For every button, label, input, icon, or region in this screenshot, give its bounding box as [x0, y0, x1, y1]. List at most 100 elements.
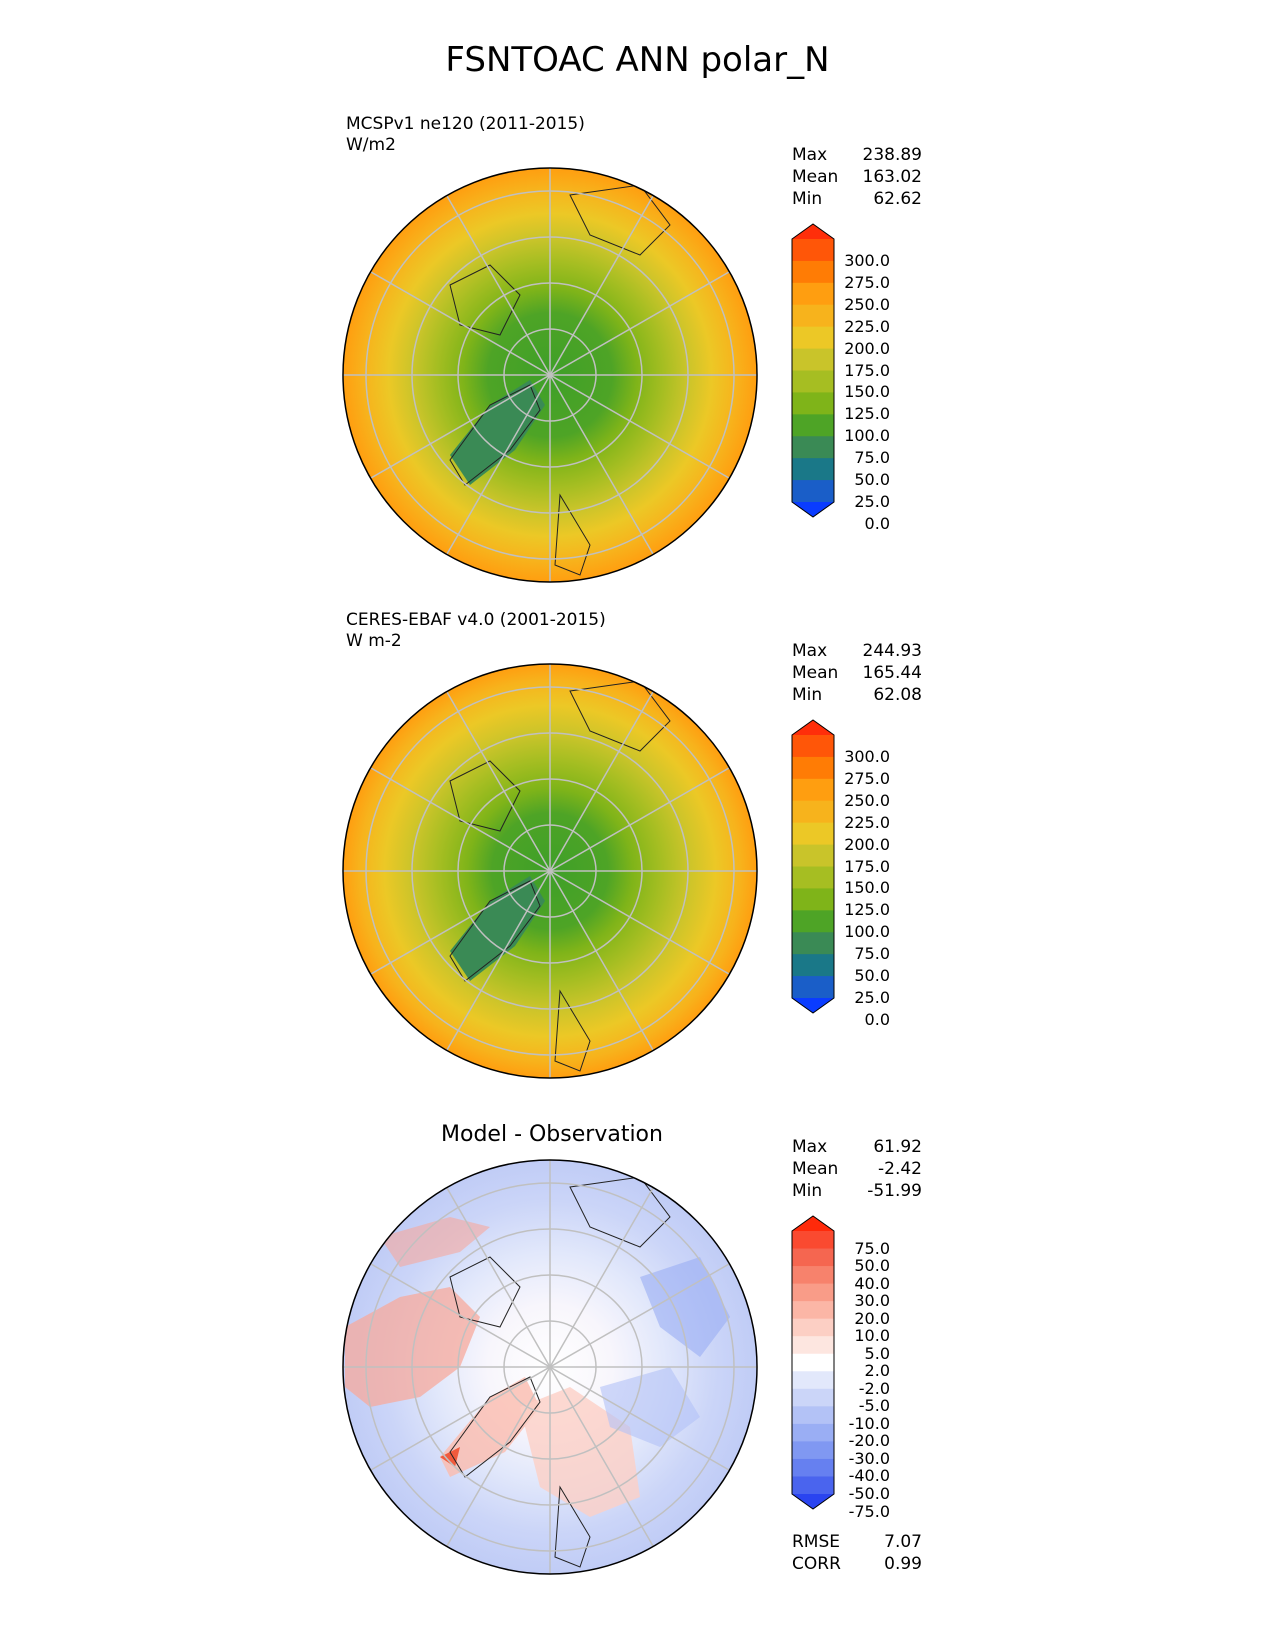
panel2-coastline	[554, 989, 591, 1072]
panel3-positive-anomaly	[380, 1217, 490, 1267]
colorbar-tick-label: 275.0	[844, 768, 890, 788]
colorbar-segment	[792, 304, 834, 328]
panel3-title: Model - Observation	[441, 1122, 663, 1147]
colorbar-segment	[792, 436, 834, 459]
panel1-colorbar	[791, 223, 835, 518]
panel3-coastline	[449, 1256, 521, 1328]
panel2-map-boundary	[342, 663, 758, 1079]
colorbar-segment	[792, 224, 834, 239]
colorbar-tick-label: 20.0	[854, 1308, 890, 1328]
colorbar-tick-label: -10.0	[848, 1413, 890, 1433]
panel1-coastline	[449, 384, 541, 486]
panel1-colorbar-outline	[791, 223, 835, 518]
panel2-greenland-anomaly	[450, 876, 545, 981]
panel1-coastline	[449, 264, 521, 336]
colorbar-tick-label: -50.0	[848, 1484, 890, 1503]
colorbar-tick-label: 50.0	[854, 1256, 890, 1276]
colorbar-tick-label: -5.0	[858, 1396, 890, 1416]
colorbar-tick-label: 30.0	[854, 1291, 890, 1311]
panel3-stat-min: Min -51.99	[792, 1181, 922, 1201]
colorbar-tick-label: -2.0	[858, 1378, 890, 1398]
colorbar-tick-label: 0.0	[864, 513, 890, 533]
colorbar-tick-label: 175.0	[844, 360, 890, 380]
panel3-colorbar	[791, 1215, 835, 1510]
panel1-coastline	[569, 184, 671, 256]
panel3-positive-anomaly	[345, 1287, 480, 1407]
colorbar-tick-label: -40.0	[848, 1466, 890, 1486]
colorbar-tick-label: 250.0	[844, 790, 890, 810]
colorbar-tick-label: 40.0	[854, 1273, 890, 1293]
panel3-graticule	[343, 1160, 757, 1574]
colorbar-segment	[792, 392, 834, 415]
panel3-coastline	[554, 1485, 591, 1568]
panel3-metric-rmse: RMSE 7.07	[792, 1532, 922, 1552]
colorbar-segment	[792, 1318, 834, 1337]
panel1-stats: Max 238.89 Mean 163.02 Min 62.62	[792, 144, 922, 210]
colorbar-segment	[792, 1494, 834, 1509]
panel2-stat-min: Min 62.08	[792, 685, 922, 705]
colorbar-tick-label: 225.0	[844, 812, 890, 832]
colorbar-segment	[792, 1406, 834, 1425]
colorbar-tick-label: 50.0	[854, 966, 890, 986]
panel2-stat-mean: Mean 165.44	[792, 663, 922, 683]
panel1-greenland-anomaly	[450, 380, 545, 485]
panel2-colorbar	[791, 719, 835, 1014]
colorbar-segment	[792, 888, 834, 911]
colorbar-tick-label: 25.0	[854, 988, 890, 1007]
colorbar-tick-label: 300.0	[844, 250, 890, 270]
panel2-run-label: CERES-EBAF v4.0 (2001-2015)	[346, 610, 606, 630]
colorbar-segment	[792, 1336, 834, 1355]
colorbar-tick-label: 200.0	[844, 338, 890, 358]
panel3-stat-mean: Mean -2.42	[792, 1159, 922, 1179]
panel1-stat-max: Max 238.89	[792, 145, 922, 165]
colorbar-segment	[792, 800, 834, 824]
panel2-stats: Max 244.93 Mean 165.44 Min 62.08	[792, 640, 922, 706]
colorbar-segment	[792, 866, 834, 889]
panel3-coastline	[449, 1376, 541, 1478]
colorbar-segment	[792, 1266, 834, 1285]
colorbar-tick-label: 250.0	[844, 294, 890, 314]
colorbar-tick-label: 100.0	[844, 922, 890, 942]
colorbar-tick-label: 125.0	[844, 900, 890, 920]
colorbar-segment	[792, 735, 834, 758]
colorbar-tick-label: -75.0	[848, 1501, 890, 1521]
colorbar-tick-label: 75.0	[854, 448, 890, 468]
colorbar-tick-label: 75.0	[854, 1238, 890, 1258]
panel1-stat-min: Min 62.62	[792, 189, 922, 209]
panel1-title: MCSPv1 ne120 (2011-2015) W/m2	[346, 114, 585, 156]
colorbar-segment	[792, 326, 834, 350]
panel3-colorbar-outline	[791, 1215, 835, 1510]
panel1-graticule	[343, 168, 757, 582]
panel1-units-label: W/m2	[346, 135, 396, 155]
colorbar-tick-label: 275.0	[844, 272, 890, 292]
colorbar-tick-label: 225.0	[844, 316, 890, 336]
panel2-coastline	[569, 680, 671, 752]
colorbar-tick-label: 300.0	[844, 746, 890, 766]
colorbar-tick-label: 150.0	[844, 382, 890, 402]
panel3-stats: Max 61.92 Mean -2.42 Min -51.99	[792, 1136, 922, 1202]
colorbar-segment	[792, 910, 834, 933]
colorbar-tick-label: 25.0	[854, 492, 890, 511]
panel3-negative-anomaly	[640, 1257, 730, 1357]
colorbar-segment	[792, 239, 834, 262]
panel3-polar-map	[342, 1159, 758, 1575]
panel2-coastline	[449, 760, 521, 832]
colorbar-segment	[792, 844, 834, 867]
colorbar-segment	[792, 720, 834, 735]
panel2-colorbar-outline	[791, 719, 835, 1014]
colorbar-segment	[792, 502, 834, 517]
panel3-metric-corr: CORR 0.99	[792, 1554, 922, 1574]
colorbar-tick-label: 200.0	[844, 834, 890, 854]
colorbar-segment	[792, 282, 834, 306]
colorbar-tick-label: 175.0	[844, 856, 890, 876]
panel1-coastline	[554, 493, 591, 576]
colorbar-segment	[792, 822, 834, 846]
colorbar-tick-label: -30.0	[848, 1448, 890, 1468]
panel2-coastline	[449, 880, 541, 982]
colorbar-segment	[792, 260, 834, 284]
colorbar-segment	[792, 756, 834, 780]
colorbar-tick-label: 150.0	[844, 878, 890, 898]
colorbar-segment	[792, 976, 834, 999]
colorbar-tick-label: 75.0	[854, 944, 890, 964]
colorbar-segment	[792, 414, 834, 437]
